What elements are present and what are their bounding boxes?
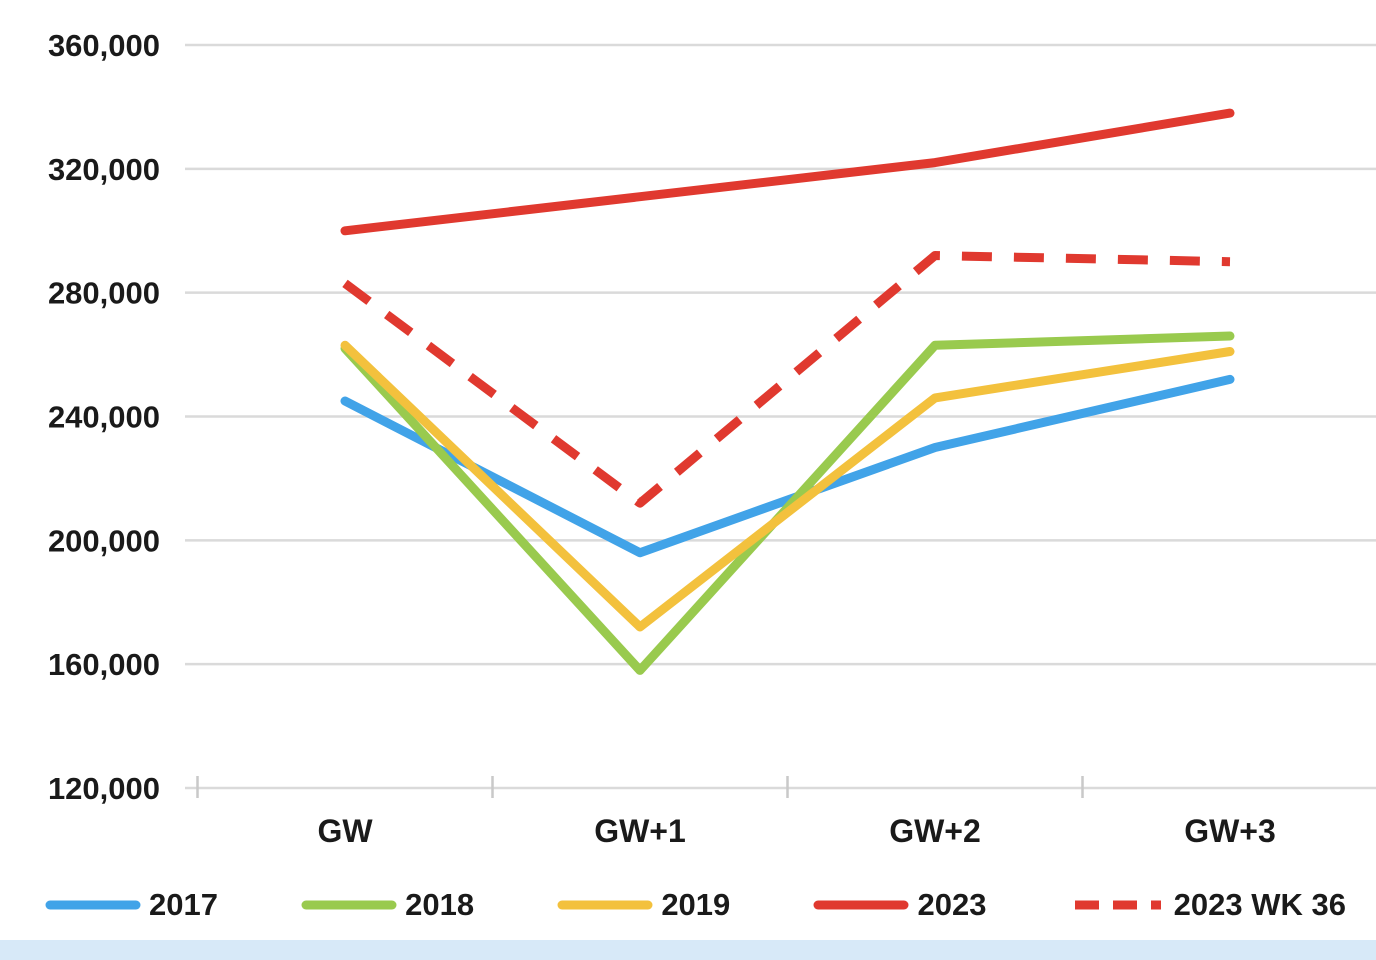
y-axis-label: 120,000 (48, 771, 160, 806)
series-line-2023-wk-36 (342, 251, 1231, 508)
legend-swatch (557, 900, 653, 910)
legend-item-2023-wk-36: 2023 WK 36 (1070, 887, 1346, 923)
y-axis-label: 240,000 (48, 400, 160, 435)
y-axis-label: 320,000 (48, 152, 160, 187)
legend-label: 2023 WK 36 (1173, 887, 1346, 922)
y-axis-label: 200,000 (48, 523, 160, 558)
y-axis-label: 280,000 (48, 276, 160, 311)
x-axis-label: GW+2 (889, 813, 981, 849)
legend-item-2017: 2017 (45, 887, 218, 923)
legend-label: 2023 (917, 887, 987, 922)
legend-label: 2017 (149, 887, 218, 922)
legend-item-2023: 2023 (813, 887, 986, 923)
legend-item-2018: 2018 (301, 887, 474, 923)
legend-item-2019: 2019 (557, 887, 730, 923)
y-axis-label: 160,000 (48, 647, 160, 682)
series-line-2019 (340, 340, 1235, 632)
chart-background (0, 0, 1376, 870)
legend-swatch (301, 900, 397, 910)
legend-label: 2019 (661, 887, 731, 922)
series-line-2017 (340, 374, 1235, 558)
legend-swatch (1074, 900, 1161, 910)
x-axis-label: GW+3 (1184, 813, 1276, 849)
bottom-strip (0, 940, 1376, 960)
y-axis-label: 360,000 (48, 28, 160, 63)
legend-swatch (45, 900, 141, 910)
x-axis-label: GW+1 (594, 813, 686, 849)
legend-label: 2018 (405, 887, 475, 922)
x-axis-label: GW (317, 813, 373, 849)
series-line-2023 (340, 108, 1235, 236)
line-chart: 360,000 320,000 280,000 240,000 200,000 160,0… (0, 0, 1376, 870)
chart-legend: 2017 2018 2019 2023 2023 WK 36 (0, 870, 1376, 940)
legend-swatch (813, 900, 909, 910)
